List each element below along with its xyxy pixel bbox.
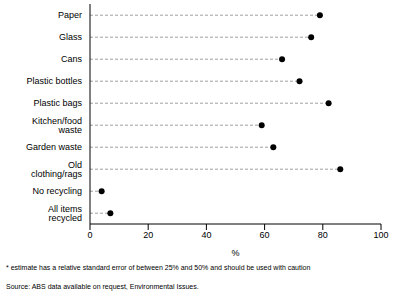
svg-text:60: 60 xyxy=(260,230,270,240)
svg-text:Plastic bottles: Plastic bottles xyxy=(26,76,82,86)
svg-text:Kitchen/foodwaste: Kitchen/foodwaste xyxy=(32,116,82,135)
svg-text:Plastic bags: Plastic bags xyxy=(33,98,82,108)
svg-text:%: % xyxy=(231,248,239,256)
svg-text:Paper: Paper xyxy=(58,10,82,20)
svg-text:40: 40 xyxy=(201,230,211,240)
html-text:* estimate has a relative stan: * estimate has a relative standard error… xyxy=(6,264,311,271)
svg-text:All itemsrecycled: All itemsrecycled xyxy=(48,204,83,223)
svg-text:0: 0 xyxy=(87,230,92,240)
svg-text:20: 20 xyxy=(143,230,153,240)
svg-text:Garden waste: Garden waste xyxy=(26,142,82,152)
svg-text:100: 100 xyxy=(373,230,388,240)
svg-text:No recycling: No recycling xyxy=(32,186,82,196)
html-text:Source: ABS data available on: Source: ABS data available on request, E… xyxy=(6,283,199,290)
svg-text:Glass: Glass xyxy=(59,32,83,42)
svg-text:Oldclothing/rags: Oldclothing/rags xyxy=(31,160,83,179)
svg-text:80: 80 xyxy=(318,230,328,240)
svg-text:Cans: Cans xyxy=(61,54,83,64)
